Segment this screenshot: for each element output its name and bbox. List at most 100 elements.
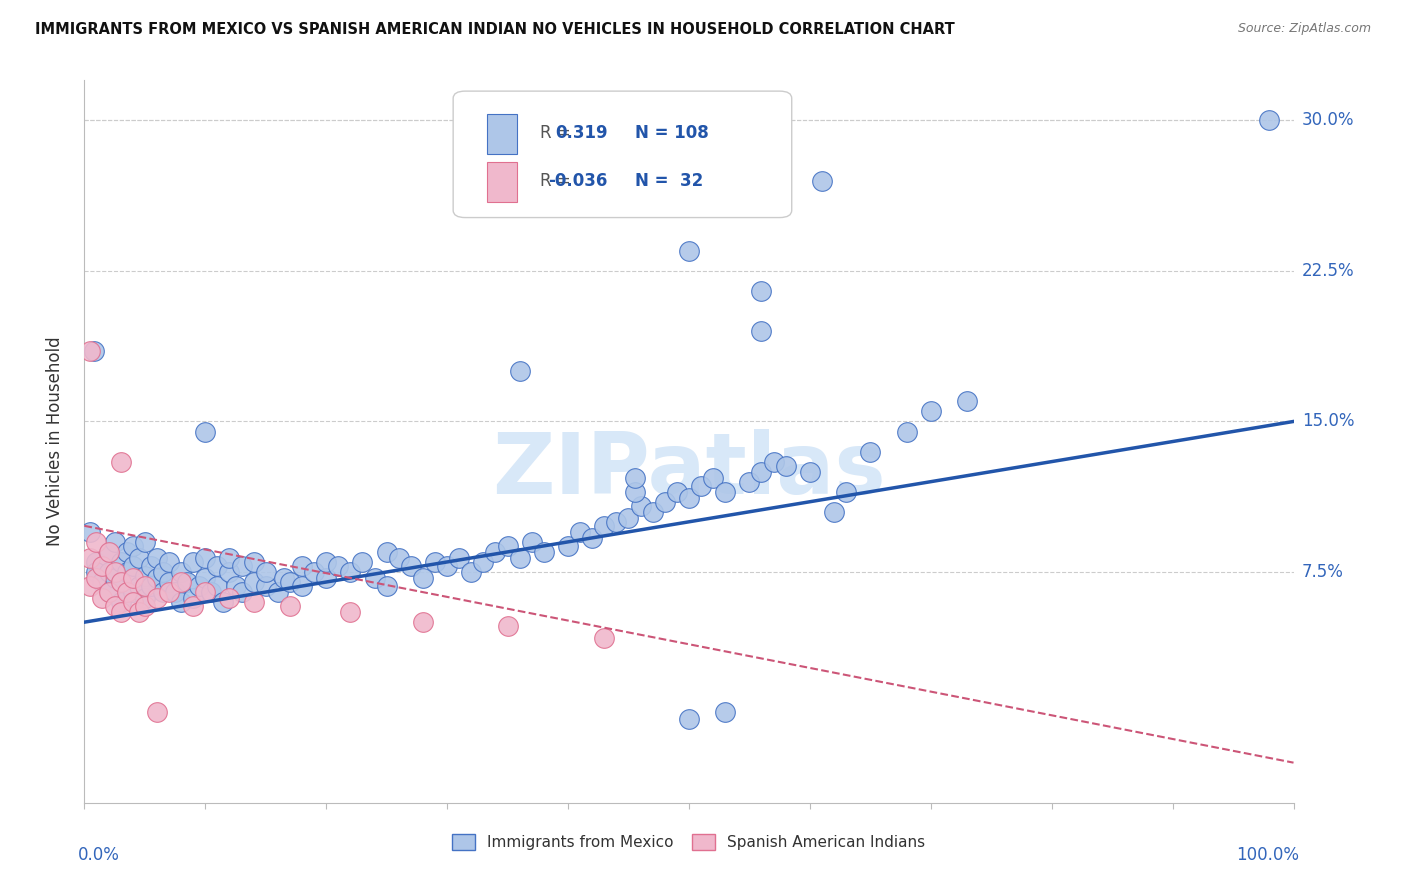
- Point: [811, 173, 834, 187]
- Point: [134, 599, 156, 614]
- Text: 0.0%: 0.0%: [79, 847, 120, 864]
- Point: [509, 551, 531, 566]
- Point: [115, 585, 138, 599]
- Point: [520, 534, 543, 549]
- Point: [388, 551, 411, 566]
- Point: [315, 555, 337, 569]
- Point: [956, 394, 979, 409]
- Point: [194, 425, 217, 439]
- Point: [738, 475, 761, 489]
- Point: [623, 484, 645, 499]
- Text: R =: R =: [540, 124, 571, 142]
- FancyBboxPatch shape: [453, 91, 792, 218]
- Point: [115, 545, 138, 559]
- Text: 30.0%: 30.0%: [1302, 112, 1354, 129]
- Point: [181, 591, 204, 606]
- Point: [654, 494, 676, 508]
- Point: [134, 569, 156, 583]
- Point: [79, 344, 101, 359]
- Point: [328, 558, 350, 574]
- Point: [641, 505, 664, 519]
- Point: [569, 524, 592, 539]
- Point: [231, 558, 253, 574]
- Point: [678, 491, 700, 505]
- Point: [678, 244, 700, 258]
- Point: [623, 471, 645, 485]
- Point: [339, 565, 361, 579]
- Point: [146, 571, 169, 585]
- Point: [104, 599, 127, 614]
- Point: [110, 455, 132, 469]
- Point: [859, 444, 882, 458]
- Point: [363, 571, 385, 585]
- Point: [86, 555, 108, 569]
- Point: [496, 619, 519, 633]
- Point: [835, 484, 858, 499]
- Point: [896, 425, 918, 439]
- Point: [225, 579, 247, 593]
- Point: [83, 344, 105, 359]
- Point: [412, 615, 434, 630]
- Point: [188, 579, 211, 593]
- Point: [121, 571, 143, 585]
- Point: [751, 284, 773, 298]
- Point: [605, 515, 627, 529]
- Text: -0.036: -0.036: [548, 172, 607, 190]
- Point: [121, 558, 143, 574]
- Point: [533, 545, 555, 559]
- Point: [678, 712, 700, 726]
- Point: [920, 404, 942, 418]
- Point: [86, 565, 108, 579]
- Point: [194, 551, 217, 566]
- Point: [375, 545, 398, 559]
- Legend: Immigrants from Mexico, Spanish American Indians: Immigrants from Mexico, Spanish American…: [446, 829, 932, 856]
- Point: [97, 545, 120, 559]
- Text: N = 108: N = 108: [634, 124, 709, 142]
- Point: [157, 555, 180, 569]
- Point: [110, 605, 132, 619]
- Point: [79, 551, 101, 566]
- Point: [110, 595, 132, 609]
- Point: [799, 465, 821, 479]
- Point: [165, 585, 187, 599]
- Point: [630, 499, 652, 513]
- Point: [449, 551, 471, 566]
- Point: [97, 545, 120, 559]
- Point: [157, 574, 180, 589]
- Point: [194, 571, 217, 585]
- Point: [79, 579, 101, 593]
- Text: 100.0%: 100.0%: [1236, 847, 1299, 864]
- Point: [207, 558, 229, 574]
- Point: [315, 571, 337, 585]
- Point: [104, 565, 127, 579]
- Point: [375, 579, 398, 593]
- FancyBboxPatch shape: [486, 162, 517, 202]
- Point: [242, 555, 264, 569]
- Text: ZIPatlas: ZIPatlas: [492, 429, 886, 512]
- Point: [110, 555, 132, 569]
- Text: Source: ZipAtlas.com: Source: ZipAtlas.com: [1237, 22, 1371, 36]
- Point: [273, 571, 295, 585]
- Y-axis label: No Vehicles in Household: No Vehicles in Household: [45, 336, 63, 547]
- Point: [79, 524, 101, 539]
- Point: [751, 324, 773, 338]
- Point: [509, 364, 531, 378]
- Point: [139, 558, 162, 574]
- Point: [557, 539, 579, 553]
- Point: [436, 558, 458, 574]
- Point: [1258, 113, 1281, 128]
- Text: 0.319: 0.319: [555, 124, 607, 142]
- Point: [218, 551, 240, 566]
- Point: [181, 555, 204, 569]
- Point: [157, 585, 180, 599]
- Point: [702, 471, 724, 485]
- Point: [496, 539, 519, 553]
- Point: [242, 574, 264, 589]
- Point: [128, 579, 150, 593]
- Point: [254, 579, 277, 593]
- Point: [399, 558, 422, 574]
- Point: [665, 484, 688, 499]
- Point: [104, 534, 127, 549]
- Point: [278, 574, 301, 589]
- Point: [472, 555, 495, 569]
